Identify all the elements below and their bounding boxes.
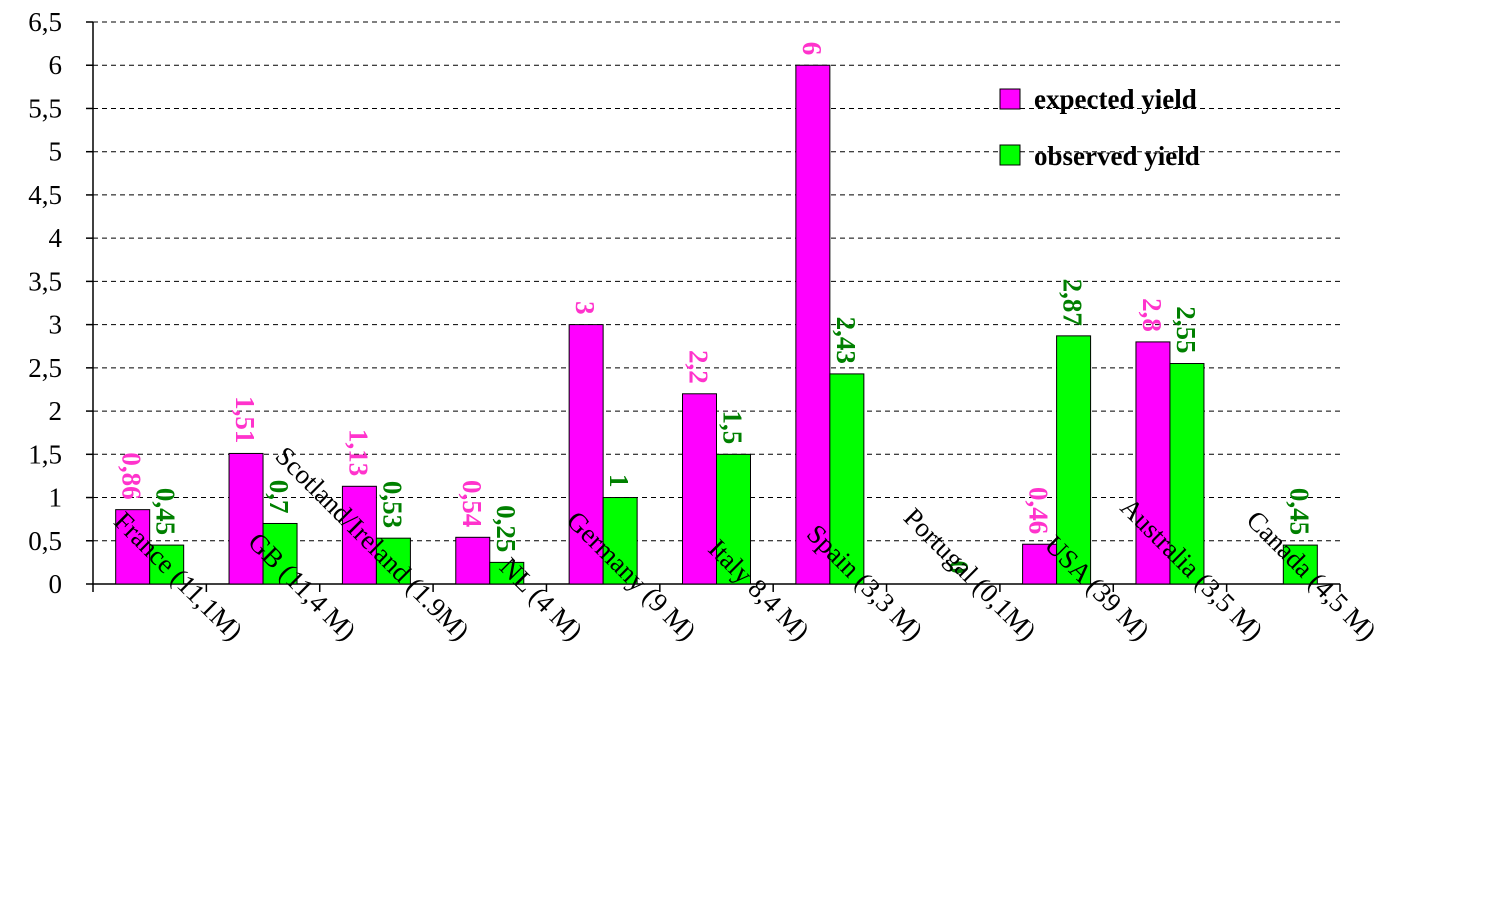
y-tick-label: 5 (49, 137, 63, 167)
data-labels: 0,860,451,510,71,130,53 0,540,25312,21,56… (117, 42, 1315, 574)
y-tick-label: 3,5 (28, 266, 62, 296)
expected-yield-bar (682, 393, 717, 585)
expected-yield-label: 2,8 (1137, 298, 1167, 332)
y-tick-label: 2 (49, 396, 63, 426)
expected-yield-label: 0,46 (1024, 487, 1054, 534)
y-tick-label: 6,5 (28, 7, 62, 37)
expected-yield-label: 3 (570, 301, 600, 315)
gridlines (93, 21, 1340, 542)
observed-yield-bar (829, 373, 865, 585)
observed-yield-label: 0 (944, 561, 974, 575)
observed-yield-label: 2,55 (1171, 306, 1201, 353)
observed-yield-label: 0,53 (377, 481, 407, 528)
expected-yield-bar (228, 452, 264, 585)
expected-yield-label: 0,54 (457, 480, 487, 527)
expected-yield-label: 0,86 (117, 452, 147, 499)
legend-label-expected: expected yield (1034, 84, 1197, 114)
y-tick-label: 0 (49, 569, 63, 599)
observed-yield-bar (602, 497, 638, 585)
y-tick-label: 6 (49, 50, 63, 80)
bars (115, 64, 1318, 585)
legend-swatch-expected (999, 88, 1021, 110)
y-tick-labels: 0 0,5 1 1,5 2 2,5 3 3,5 4 4,5 5 5,5 6 6,5 (28, 7, 62, 599)
observed-yield-label: 1,5 (718, 411, 748, 445)
expected-yield-label: 6 (797, 42, 827, 56)
observed-yield-bar (489, 561, 525, 585)
y-tick-label: 2,5 (28, 353, 62, 383)
observed-yield-bar (262, 522, 298, 585)
expected-yield-bar (795, 64, 831, 585)
legend: expected yield observed yield (999, 84, 1200, 171)
observed-yield-bar (716, 453, 751, 585)
expected-yield-bar (115, 509, 151, 585)
observed-yield-label: 2,87 (1058, 279, 1088, 326)
observed-yield-bar (1282, 544, 1318, 585)
expected-yield-bar (455, 536, 491, 585)
expected-yield-bar (341, 485, 377, 585)
legend-swatch-observed (999, 144, 1021, 166)
observed-yield-bar (149, 544, 185, 585)
expected-yield-bar (568, 324, 604, 585)
expected-yield-label: 1,51 (230, 396, 260, 443)
observed-yield-label: 0,25 (491, 505, 521, 552)
expected-yield-bar (1135, 341, 1171, 585)
y-tick-label: 4,5 (28, 180, 62, 210)
observed-yield-label: 0,45 (151, 488, 181, 535)
observed-yield-bar (1169, 363, 1205, 585)
y-tick-label: 3 (49, 310, 63, 340)
legend-label-observed: observed yield (1034, 141, 1200, 171)
observed-yield-label: 0,45 (1284, 488, 1314, 535)
y-tick-label: 1,5 (28, 439, 62, 469)
observed-yield-bar (375, 537, 411, 585)
observed-yield-bar (1056, 335, 1092, 585)
y-tick-label: 4 (49, 223, 63, 253)
expected-yield-label: 1,13 (343, 429, 373, 476)
y-tick-label: 5,5 (28, 93, 62, 123)
expected-yield-bar (1022, 543, 1058, 585)
y-tick-label: 1 (49, 483, 63, 513)
observed-yield-label: 0,7 (264, 480, 294, 514)
observed-yield-label: 2,43 (831, 317, 861, 364)
y-tick-label: 0,5 (28, 526, 62, 556)
observed-yield-label: 1 (604, 474, 634, 488)
expected-yield-label: 2,2 (684, 350, 714, 384)
